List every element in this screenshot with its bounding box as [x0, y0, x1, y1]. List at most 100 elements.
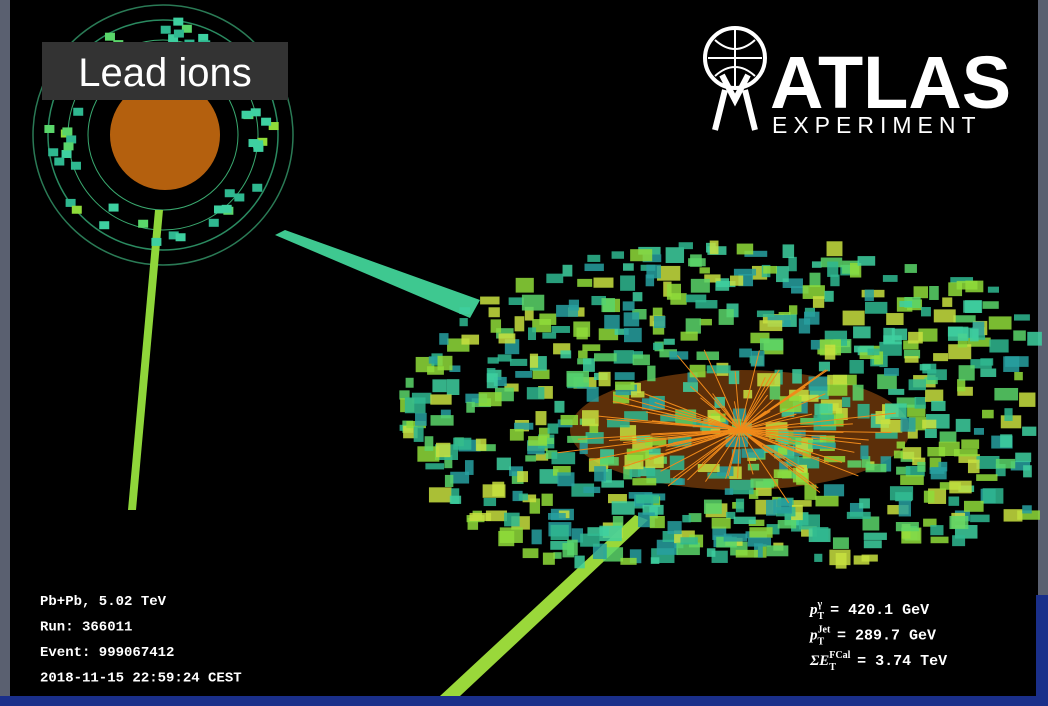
cell [980, 368, 997, 377]
cell [987, 286, 999, 293]
cell [603, 469, 612, 483]
cell [749, 527, 773, 538]
cell [874, 351, 884, 365]
cell [535, 453, 549, 461]
cell [632, 308, 647, 320]
cell [763, 444, 787, 453]
cell [905, 465, 925, 477]
cell [48, 148, 59, 157]
cell [221, 204, 232, 213]
cell [1004, 408, 1013, 421]
cell [430, 415, 454, 426]
cell [234, 193, 245, 202]
cell [592, 543, 607, 560]
cell [989, 339, 1009, 353]
cell [776, 266, 789, 283]
track [739, 393, 826, 431]
cell [792, 369, 802, 384]
cell [680, 537, 698, 545]
cell [528, 436, 547, 446]
cell [875, 432, 898, 439]
cell [803, 311, 820, 325]
cell [653, 315, 666, 329]
cell [600, 457, 619, 466]
cell [644, 437, 667, 446]
track [665, 429, 741, 451]
cell [529, 353, 539, 368]
info-line: Run: 366011 [40, 620, 132, 636]
track [557, 429, 741, 454]
cell [1019, 392, 1036, 407]
cell [773, 469, 792, 479]
track [703, 349, 741, 431]
cell [995, 458, 1016, 469]
cell [930, 525, 944, 536]
cell [899, 300, 913, 307]
cell [830, 274, 840, 287]
cell [965, 280, 984, 293]
cell [736, 243, 754, 255]
cell [912, 457, 926, 466]
track [672, 429, 741, 479]
cell [949, 515, 969, 530]
cell [522, 494, 537, 503]
cell [711, 517, 731, 529]
cell [688, 513, 702, 523]
cell [553, 552, 562, 559]
cell [598, 328, 619, 341]
cell [886, 313, 904, 326]
cell [478, 392, 502, 407]
cell [428, 487, 452, 503]
track [667, 429, 741, 487]
cell [620, 275, 636, 291]
cell [603, 547, 624, 562]
cell [613, 350, 634, 364]
cell [485, 510, 507, 522]
cell [514, 422, 534, 430]
cell [425, 463, 445, 470]
cell [800, 417, 825, 425]
cell [793, 429, 806, 437]
cell [645, 448, 661, 455]
cell [902, 447, 922, 460]
cell [483, 497, 497, 507]
cell [976, 474, 998, 481]
cell [459, 318, 468, 327]
cell [804, 484, 817, 500]
label-box [42, 42, 288, 100]
cell [465, 393, 488, 404]
cell [853, 345, 874, 353]
cell [1015, 452, 1032, 463]
cell [496, 457, 511, 471]
cell [1005, 356, 1029, 367]
cell [958, 365, 975, 381]
cell [716, 281, 736, 288]
cell [632, 292, 643, 302]
cell [759, 320, 783, 332]
cell [482, 484, 506, 498]
cell [653, 342, 663, 350]
cell [918, 328, 938, 342]
cell [675, 478, 685, 485]
cell [908, 379, 926, 391]
cell [584, 263, 604, 272]
cell [562, 264, 573, 277]
cell [493, 376, 507, 387]
cell [938, 461, 948, 472]
jet-beam [128, 210, 163, 510]
symbol: ΣE [809, 653, 829, 669]
cell [104, 32, 115, 41]
cell [896, 466, 911, 475]
cell [923, 518, 937, 527]
track [739, 429, 844, 433]
cell [509, 358, 528, 366]
cell [818, 361, 830, 372]
cell [812, 296, 825, 308]
cell [641, 398, 665, 410]
logo-subtitle: EXPERIMENT [772, 112, 982, 138]
cell [439, 333, 449, 345]
cell [645, 274, 655, 287]
cell [733, 516, 756, 525]
cell [709, 240, 719, 255]
